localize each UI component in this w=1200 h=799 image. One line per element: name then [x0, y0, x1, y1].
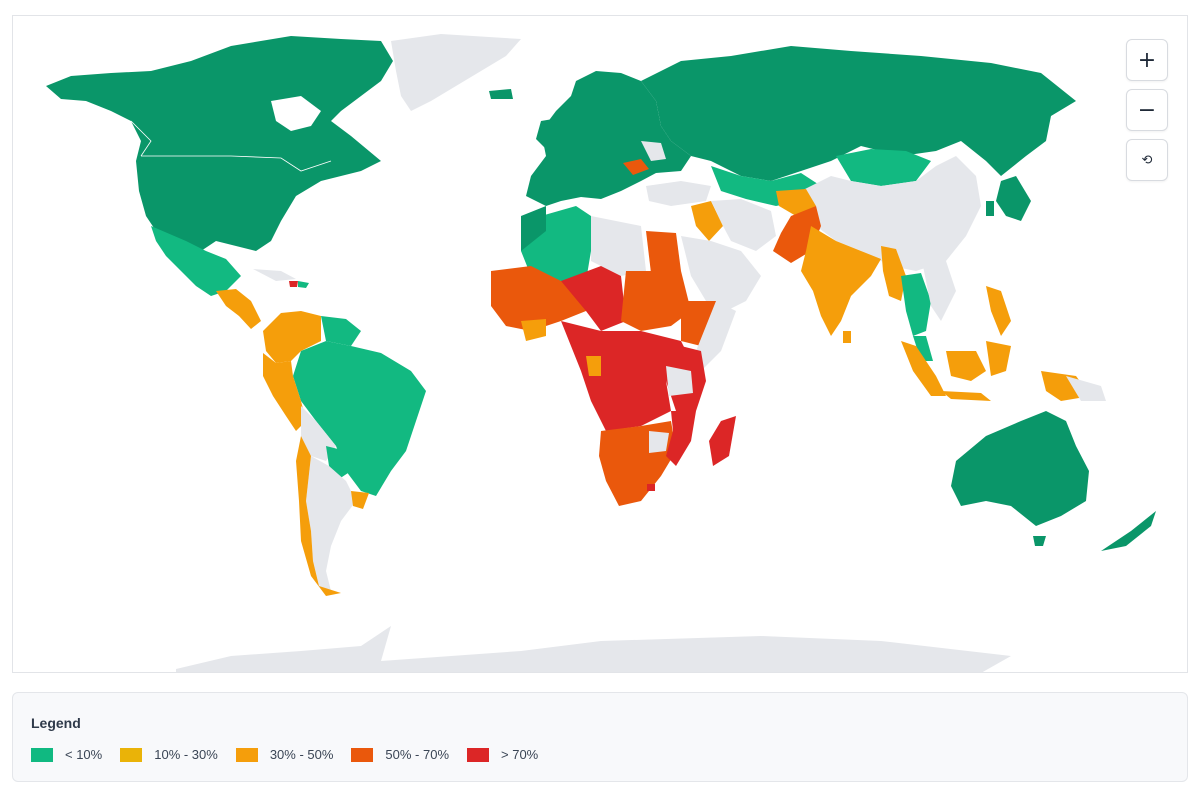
legend-item-gt70: > 70%	[467, 747, 538, 762]
brazil[interactable]	[293, 341, 426, 496]
afghanistan[interactable]	[776, 189, 816, 216]
sri-lanka[interactable]	[843, 331, 851, 343]
sudan[interactable]	[621, 271, 691, 331]
mexico[interactable]	[151, 226, 241, 296]
reset-view-button[interactable]: ⟲	[1126, 139, 1168, 181]
legend-swatch	[31, 747, 53, 762]
central-america[interactable]	[216, 289, 261, 329]
kenya[interactable]	[666, 366, 693, 396]
madagascar[interactable]	[709, 416, 736, 466]
india[interactable]	[801, 226, 881, 336]
mongolia[interactable]	[836, 149, 931, 186]
central-africa[interactable]	[561, 321, 691, 431]
antarctica[interactable]	[176, 626, 1011, 672]
chile[interactable]	[296, 436, 341, 596]
legend-title: Legend	[31, 715, 81, 731]
egypt[interactable]	[646, 231, 681, 273]
iran[interactable]	[711, 199, 776, 251]
myanmar[interactable]	[881, 246, 906, 301]
haiti[interactable]	[289, 281, 298, 287]
north-america[interactable]	[46, 36, 393, 251]
colombia-venezuela[interactable]	[263, 311, 321, 363]
iceland[interactable]	[489, 89, 513, 99]
legend-label: 30% - 50%	[269, 747, 334, 762]
legend-label: < 10%	[65, 747, 103, 762]
mozambique[interactable]	[666, 411, 696, 466]
uk[interactable]	[536, 119, 557, 149]
iraq[interactable]	[691, 201, 723, 241]
uruguay[interactable]	[351, 491, 369, 509]
paraguay[interactable]	[326, 446, 351, 479]
gabon[interactable]	[586, 356, 601, 376]
indochina[interactable]	[921, 256, 956, 321]
morocco[interactable]	[521, 206, 546, 251]
dominican[interactable]	[298, 281, 309, 288]
legend-label: > 70%	[501, 747, 539, 762]
sumatra[interactable]	[901, 341, 946, 396]
legend: Legend < 10% 10% - 30% 30% - 50% 50% - 7…	[12, 692, 1188, 782]
tasmania[interactable]	[1033, 536, 1046, 546]
legend-swatch	[467, 747, 490, 762]
korea[interactable]	[986, 201, 994, 216]
europe[interactable]	[526, 71, 691, 206]
cuba[interactable]	[253, 269, 296, 281]
legend-item-50-70: 50% - 70%	[351, 747, 449, 762]
legend-swatch	[235, 747, 258, 762]
legend-label: 50% - 70%	[385, 747, 450, 762]
legend-swatch	[351, 747, 374, 762]
argentina[interactable]	[306, 456, 356, 591]
malaysia[interactable]	[913, 336, 933, 361]
new-zealand[interactable]	[1101, 511, 1156, 551]
png[interactable]	[1066, 376, 1106, 401]
turkey[interactable]	[646, 181, 711, 206]
australia[interactable]	[951, 411, 1089, 526]
somalia[interactable]	[696, 301, 736, 371]
nigeria-area[interactable]	[521, 319, 546, 341]
legend-label: 10% - 30%	[154, 747, 218, 762]
greenland[interactable]	[391, 34, 521, 111]
china[interactable]	[801, 156, 981, 271]
map-svg	[46, 34, 1156, 672]
thailand[interactable]	[901, 273, 931, 336]
philippines[interactable]	[986, 286, 1011, 336]
legend-item-10-30: 10% - 30%	[120, 747, 218, 762]
arabia[interactable]	[681, 236, 761, 311]
zambia[interactable]	[649, 431, 669, 453]
lesotho[interactable]	[647, 484, 655, 491]
peru[interactable]	[263, 353, 306, 431]
legend-swatch	[120, 747, 143, 762]
legend-item-lt10: < 10%	[31, 747, 102, 762]
romania[interactable]	[623, 159, 649, 175]
indonesia[interactable]	[941, 341, 1091, 401]
libya[interactable]	[591, 216, 646, 276]
zoom-in-button[interactable]: +	[1126, 39, 1168, 81]
legend-item-30-50: 30% - 50%	[235, 747, 334, 762]
world-map[interactable]: + − ⟲	[12, 15, 1188, 673]
balkans[interactable]	[641, 141, 666, 161]
legend-items: < 10% 10% - 30% 30% - 50% 50% - 70% > 70…	[31, 747, 1169, 762]
zoom-out-button[interactable]: −	[1126, 89, 1168, 131]
guianas[interactable]	[321, 316, 361, 346]
sahel[interactable]	[561, 266, 626, 331]
japan[interactable]	[996, 176, 1031, 221]
russia[interactable]	[641, 46, 1076, 181]
